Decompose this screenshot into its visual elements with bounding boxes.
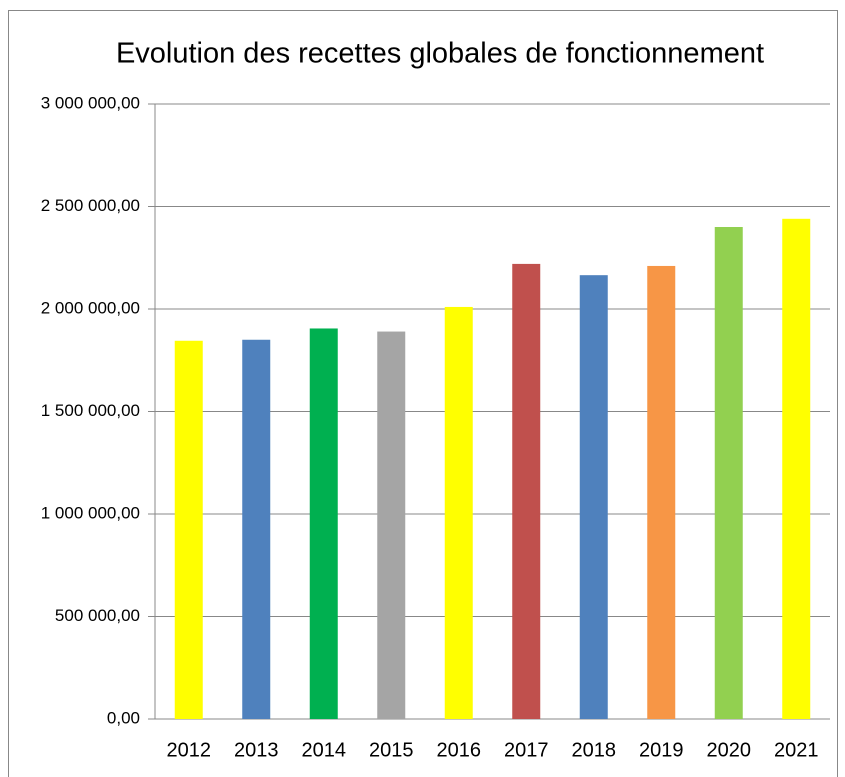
x-tick-label: 2018 — [572, 739, 617, 761]
x-tick-label: 2021 — [774, 739, 819, 761]
y-tick-label: 500 000,00 — [55, 606, 140, 625]
bar — [782, 218, 811, 720]
bar — [242, 339, 271, 719]
bar — [512, 263, 541, 719]
bar — [647, 265, 676, 719]
bar — [377, 331, 406, 719]
x-tick-label: 2015 — [369, 739, 414, 761]
y-tick-label: 1 500 000,00 — [41, 401, 140, 420]
bar — [714, 227, 743, 719]
chart-border — [8, 10, 838, 777]
x-tick-label: 2016 — [437, 739, 482, 761]
y-tick-label: 2 000 000,00 — [41, 298, 140, 317]
y-tick-label: 0,00 — [107, 708, 140, 727]
y-tick-label: 3 000 000,00 — [41, 93, 140, 112]
x-tick-label: 2014 — [302, 739, 347, 761]
bar — [174, 340, 203, 719]
y-tick-label: 2 500 000,00 — [41, 196, 140, 215]
x-tick-label: 2020 — [707, 739, 752, 761]
x-tick-label: 2019 — [639, 739, 684, 761]
bar — [309, 328, 338, 719]
y-tick-label: 1 000 000,00 — [41, 503, 140, 522]
bar — [444, 306, 473, 719]
bar — [579, 275, 608, 719]
x-tick-label: 2013 — [234, 739, 279, 761]
chart-title: Evolution des recettes globales de fonct… — [116, 38, 764, 70]
x-tick-label: 2012 — [167, 739, 212, 761]
x-tick-label: 2017 — [504, 739, 549, 761]
